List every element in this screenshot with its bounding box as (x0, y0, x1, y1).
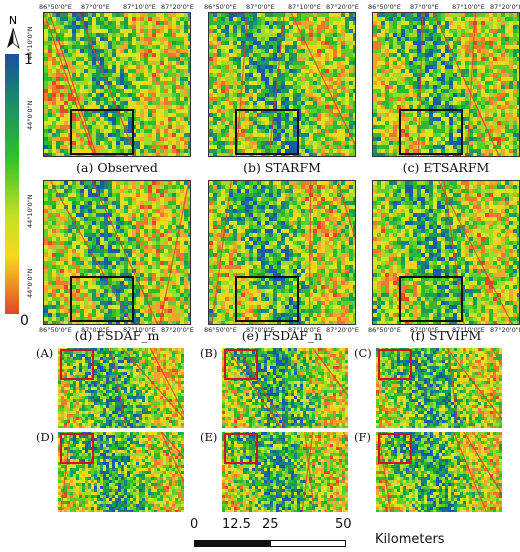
scale-tick-25: 25 (262, 517, 279, 532)
lon-tick-label: 87°10'0"E (123, 326, 156, 334)
colorbar-min-label: 0 (20, 313, 29, 329)
lon-tick-label: 87°20'0"E (326, 326, 359, 334)
lon-tick-label: 86°50'0"E (368, 326, 401, 334)
zoom-panel-label: (E) (200, 430, 217, 444)
lon-tick-label: 87°20'0"E (161, 326, 194, 334)
zoom-roi-box (60, 433, 94, 464)
roi-box (235, 276, 299, 322)
roi-box (235, 109, 299, 155)
zoom-panel-label: (C) (354, 346, 372, 360)
lon-tick-label: 87°0'0"E (410, 326, 439, 334)
lon-tick-label: 87°20'0"E (161, 3, 194, 11)
lat-tick-label: 44°10'0"N (26, 26, 34, 60)
scale-unit: Kilometers (375, 532, 445, 547)
panel-caption-observed: (a) Observed (43, 160, 191, 175)
zoom-roi-box (378, 433, 412, 464)
lat-tick-label: 44°10'0"N (26, 194, 34, 228)
lat-tick-label: 44°0'0"N (26, 269, 34, 298)
zoom-panel-label: (A) (36, 346, 53, 360)
lon-tick-label: 87°10'0"E (123, 3, 156, 11)
zoom-panel-label: (D) (36, 430, 54, 444)
zoom-roi-box (60, 349, 94, 380)
zoom-roi-box (224, 433, 258, 464)
lat-tick-label: 44°0'0"N (26, 101, 34, 130)
scale-tick-50: 50 (335, 517, 352, 532)
zoom-panel-label: (B) (200, 346, 217, 360)
panel-caption-starfm: (b) STARFM (208, 160, 356, 175)
lon-tick-label: 87°0'0"E (410, 3, 439, 11)
scale-tick-0: 0 (190, 517, 198, 532)
scale-tick-12-5: 12.5 (222, 517, 251, 532)
lon-tick-label: 86°50'0"E (39, 326, 72, 334)
roi-box (399, 276, 463, 322)
lon-tick-label: 87°0'0"E (81, 3, 110, 11)
lon-tick-label: 87°10'0"E (288, 326, 321, 334)
lon-tick-label: 87°20'0"E (490, 3, 520, 11)
scale-bar (194, 533, 346, 541)
lon-tick-label: 86°50'0"E (368, 3, 401, 11)
roi-box (70, 109, 134, 155)
lon-tick-label: 87°0'0"E (246, 3, 275, 11)
lon-tick-label: 87°0'0"E (81, 326, 110, 334)
lon-tick-label: 87°0'0"E (246, 326, 275, 334)
lon-tick-label: 87°20'0"E (490, 326, 520, 334)
roi-box (70, 276, 134, 322)
north-label: N (9, 14, 17, 27)
zoom-roi-box (378, 349, 412, 380)
north-arrow-icon: N (4, 14, 22, 50)
lon-tick-label: 86°50'0"E (204, 326, 237, 334)
lon-tick-label: 86°50'0"E (204, 3, 237, 11)
lon-tick-label: 87°10'0"E (288, 3, 321, 11)
panel-caption-etsarfm: (c) ETSARFM (372, 160, 520, 175)
lon-tick-label: 87°20'0"E (326, 3, 359, 11)
roi-box (399, 109, 463, 155)
lon-tick-label: 87°10'0"E (452, 3, 485, 11)
lon-tick-label: 86°50'0"E (39, 3, 72, 11)
lon-tick-label: 87°10'0"E (452, 326, 485, 334)
zoom-roi-box (224, 349, 258, 380)
colorbar (5, 54, 19, 314)
zoom-panel-label: (F) (354, 430, 371, 444)
